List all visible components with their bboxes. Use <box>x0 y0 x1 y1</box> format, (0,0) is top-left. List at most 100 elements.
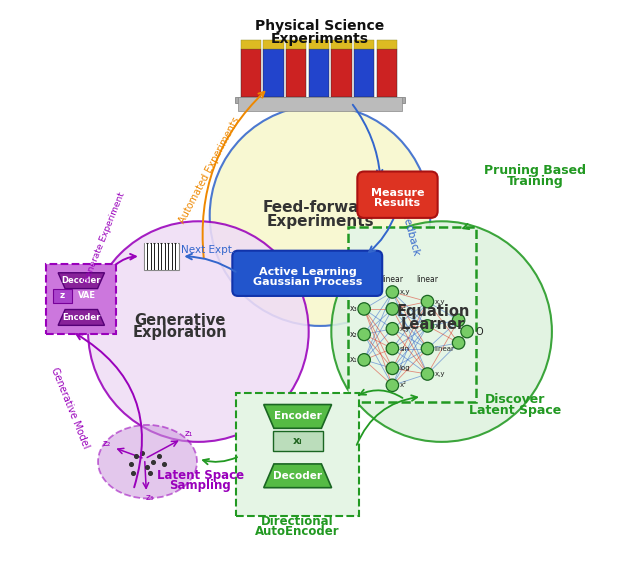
Text: x₃: x₃ <box>349 304 357 314</box>
Bar <box>168 243 169 270</box>
Text: Latent Space: Latent Space <box>157 469 244 483</box>
Text: Equation: Equation <box>396 304 470 319</box>
Circle shape <box>210 105 430 326</box>
Bar <box>173 243 174 270</box>
Bar <box>241 49 261 97</box>
Circle shape <box>386 286 399 298</box>
Bar <box>157 243 159 270</box>
Bar <box>163 243 164 270</box>
Text: z₃: z₃ <box>146 493 154 502</box>
Text: x²: x² <box>400 306 407 312</box>
Text: Pruning Based: Pruning Based <box>484 164 586 177</box>
Text: Feedback: Feedback <box>398 208 420 258</box>
Text: Experiments: Experiments <box>266 214 374 229</box>
Text: sin: sin <box>400 345 410 352</box>
Circle shape <box>421 295 434 308</box>
Text: Training: Training <box>506 175 563 188</box>
Bar <box>264 49 284 97</box>
Text: Experiments: Experiments <box>271 32 369 46</box>
Text: linear: linear <box>381 274 403 284</box>
Circle shape <box>386 303 399 315</box>
Text: Directional: Directional <box>261 515 334 527</box>
Circle shape <box>386 379 399 392</box>
Bar <box>166 243 167 270</box>
Text: x,y: x,y <box>435 371 445 377</box>
Text: linear: linear <box>435 345 454 352</box>
Circle shape <box>332 221 552 442</box>
Bar <box>145 243 147 270</box>
Polygon shape <box>264 464 332 488</box>
Point <box>145 468 156 477</box>
Bar <box>286 40 307 49</box>
Text: Latent Space: Latent Space <box>469 404 561 417</box>
Circle shape <box>452 337 465 349</box>
Text: linear: linear <box>417 274 438 284</box>
Bar <box>308 49 329 97</box>
Point <box>142 463 152 472</box>
FancyBboxPatch shape <box>236 393 359 516</box>
Bar <box>238 97 402 111</box>
Text: Feed-forward: Feed-forward <box>262 200 378 215</box>
Bar <box>164 243 166 270</box>
FancyBboxPatch shape <box>45 264 116 335</box>
Point <box>128 468 138 477</box>
Circle shape <box>421 342 434 355</box>
Bar <box>161 243 162 270</box>
Polygon shape <box>58 273 104 289</box>
Circle shape <box>358 303 371 315</box>
Point <box>154 451 164 460</box>
Bar <box>332 40 351 49</box>
Bar <box>286 49 307 97</box>
Bar <box>175 243 176 270</box>
Point <box>148 457 158 466</box>
Text: Learner: Learner <box>401 317 465 332</box>
Text: Encoder: Encoder <box>274 412 321 421</box>
Point <box>137 448 147 458</box>
FancyBboxPatch shape <box>348 227 476 402</box>
Text: x,y: x,y <box>435 299 445 304</box>
FancyBboxPatch shape <box>273 430 323 451</box>
Circle shape <box>461 325 474 338</box>
Bar <box>354 49 374 97</box>
Bar <box>308 40 329 49</box>
Circle shape <box>88 221 308 442</box>
Point <box>159 460 170 469</box>
Bar <box>376 49 397 97</box>
Bar <box>150 243 152 270</box>
Bar <box>147 243 148 270</box>
Circle shape <box>421 320 434 332</box>
Text: Decoder: Decoder <box>61 276 101 285</box>
FancyBboxPatch shape <box>53 289 72 303</box>
Bar <box>152 243 153 270</box>
Circle shape <box>452 314 465 327</box>
Text: Exploration: Exploration <box>132 325 227 340</box>
Bar <box>156 243 157 270</box>
Circle shape <box>421 368 434 380</box>
Ellipse shape <box>98 425 197 498</box>
Text: log: log <box>400 365 410 371</box>
Text: Discover: Discover <box>485 393 545 406</box>
Text: Automated Experiments: Automated Experiments <box>177 116 242 225</box>
Polygon shape <box>264 404 332 428</box>
Text: x₁: x₁ <box>350 356 357 365</box>
Bar <box>235 97 405 103</box>
Bar <box>154 243 155 270</box>
Text: Physical Science: Physical Science <box>255 19 385 33</box>
Bar <box>264 40 284 49</box>
Text: Generative Model: Generative Model <box>49 366 91 450</box>
Text: Generative: Generative <box>134 313 225 328</box>
Text: O: O <box>476 327 483 337</box>
Bar <box>241 40 261 49</box>
Bar <box>376 40 397 49</box>
Bar <box>332 49 351 97</box>
Text: z₁: z₁ <box>184 429 193 438</box>
Bar <box>143 243 145 270</box>
Bar <box>172 243 173 270</box>
Bar <box>354 40 374 49</box>
Bar <box>148 243 150 270</box>
Bar <box>170 243 171 270</box>
Text: Gaussian Process: Gaussian Process <box>253 277 362 287</box>
Text: x,y: x,y <box>400 326 410 332</box>
Point <box>125 460 136 469</box>
Text: Generate Experiment: Generate Experiment <box>81 191 127 285</box>
